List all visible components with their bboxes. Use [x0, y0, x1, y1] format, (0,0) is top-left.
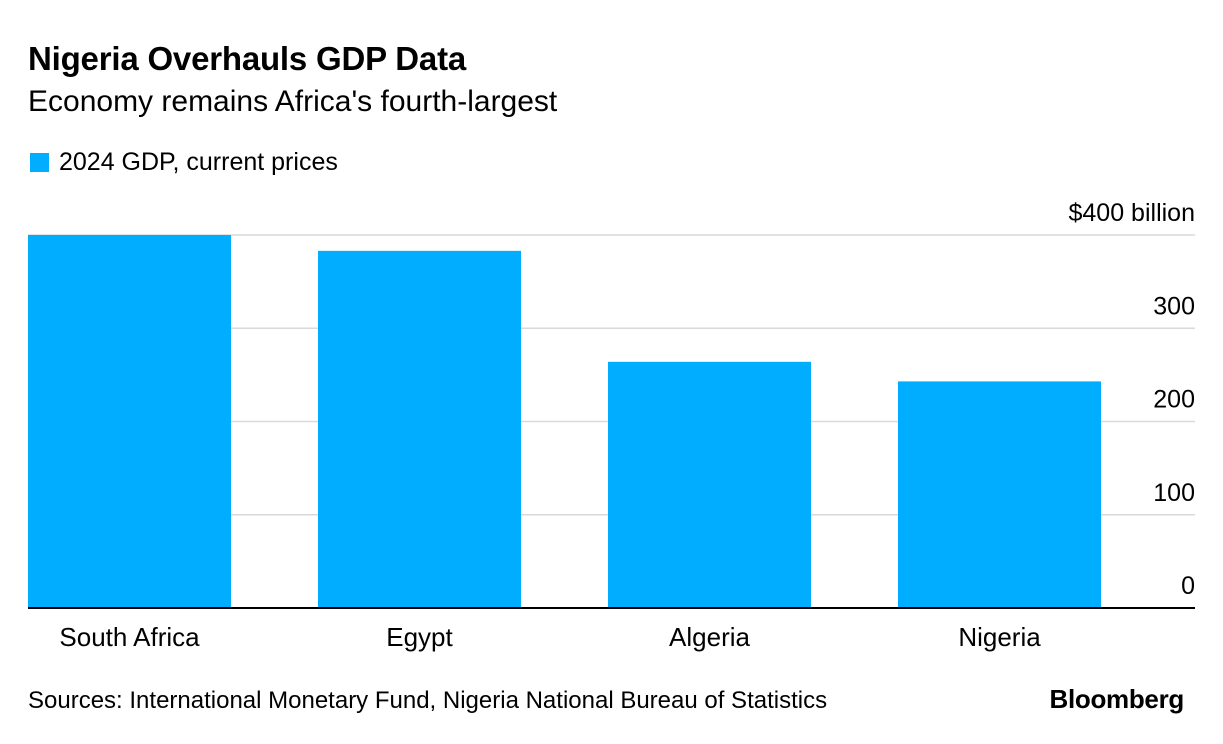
y-tick-label: 300 — [1153, 292, 1195, 320]
bar — [608, 361, 811, 608]
legend-swatch — [30, 152, 49, 172]
y-tick-label: 200 — [1153, 386, 1195, 414]
x-tick-label: Egypt — [386, 622, 453, 652]
chart-legend: 2024 GDP, current prices — [30, 147, 338, 177]
x-tick-label: South Africa — [59, 622, 200, 652]
x-tick-label: Algeria — [669, 622, 750, 652]
axes: 0 100 200 300 $400 billion South Africa Egypt A… — [28, 199, 1195, 652]
y-tick-label: 100 — [1153, 479, 1195, 507]
bar — [318, 250, 521, 609]
bloomberg-logo: Bloomberg — [1049, 684, 1184, 714]
bar-chart: 0 100 200 300 $400 billion South Africa Egypt A… — [28, 199, 1195, 652]
y-tick-label: 0 — [1181, 572, 1195, 600]
bars — [28, 235, 1101, 609]
bar — [28, 235, 231, 608]
bar — [898, 381, 1101, 608]
x-tick-label: Nigeria — [958, 622, 1041, 652]
legend-label: 2024 GDP, current prices — [59, 147, 338, 176]
chart-title: Nigeria Overhauls GDP Data — [28, 40, 467, 77]
y-tick-label: $400 billion — [1069, 199, 1196, 227]
chart-subtitle: Economy remains Africa's fourth-largest — [28, 85, 558, 118]
source-note: Sources: International Monetary Fund, Ni… — [28, 687, 828, 714]
